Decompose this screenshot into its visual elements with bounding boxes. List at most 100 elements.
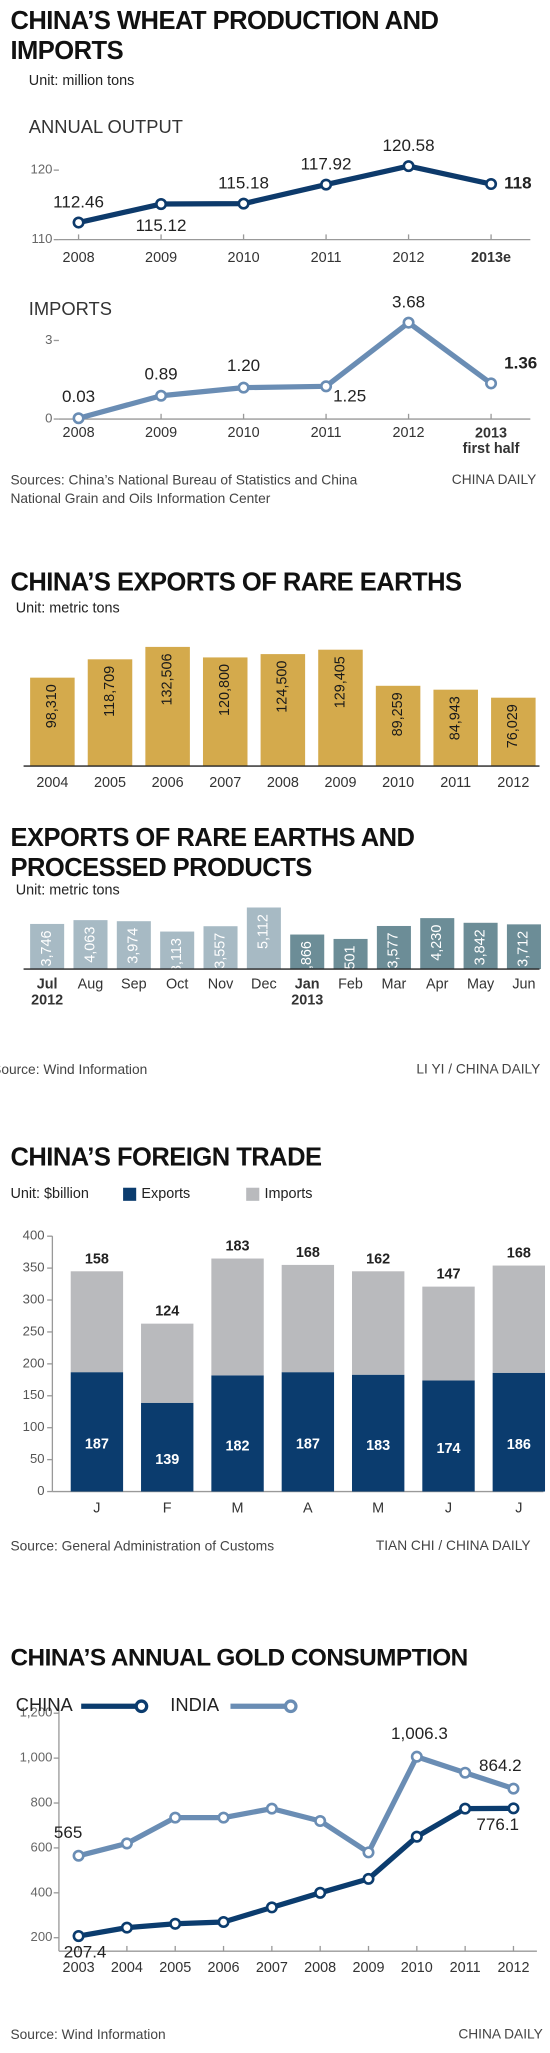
point — [237, 197, 250, 210]
legend-marker — [134, 1699, 149, 1714]
chart-title: CHINA’S WHEAT PRODUCTION AND IMPORTS — [10, 6, 439, 66]
bar — [87, 659, 133, 767]
x-tick-label: 2010 — [401, 1960, 433, 1976]
bar — [246, 907, 281, 970]
legend-marker — [283, 1699, 298, 1714]
data-label: 3,113 — [169, 938, 185, 973]
x-tick-label: Jan 2013 — [291, 977, 323, 1009]
bar-segment — [422, 1286, 475, 1381]
data-label: 115.12 — [136, 216, 187, 235]
bar-segment — [141, 1402, 194, 1492]
data-label: 76,029 — [505, 704, 521, 748]
x-tick-label: 2004 — [111, 1960, 143, 1976]
chart-title: CHINA’S FOREIGN TRADE — [10, 1143, 322, 1173]
x-tick-label: 2003 — [63, 1960, 95, 1976]
data-label: 84,943 — [448, 696, 464, 740]
data-label: 3,746 — [39, 930, 55, 966]
y-tick-label: 0 — [45, 410, 52, 425]
x-tick-label: 2012 — [497, 1960, 529, 1976]
data-label: 118 — [504, 174, 531, 193]
unit-label: Unit: $billion — [10, 1186, 88, 1202]
legend-swatch — [123, 1187, 137, 1201]
x-tick-label: M — [372, 1500, 384, 1516]
x-tick-label: 2009 — [145, 250, 177, 266]
point — [410, 1750, 423, 1763]
point — [217, 1915, 230, 1929]
y-tick-label: 3 — [45, 332, 52, 347]
x-tick-label: Oct — [166, 977, 188, 993]
series-line — [77, 320, 493, 421]
bar-segment — [492, 1265, 546, 1373]
bar-segment — [211, 1258, 264, 1376]
point — [120, 1837, 133, 1850]
point — [402, 160, 415, 173]
data-label: 1,006.3 — [391, 1724, 448, 1743]
x-tick-label: 2011 — [450, 1960, 481, 1976]
data-label: 139 — [155, 1452, 179, 1468]
unit-label: Unit: metric tons — [16, 601, 120, 617]
x-tick-label: 2007 — [256, 1960, 288, 1976]
point — [72, 216, 85, 229]
x-tick-label: 2009 — [352, 1960, 384, 1976]
point — [507, 1782, 520, 1795]
data-label: 162 — [366, 1251, 390, 1267]
data-label: 3,557 — [212, 933, 228, 969]
bar — [420, 918, 455, 970]
x-tick-label: 2006 — [208, 1960, 240, 1976]
point — [314, 1886, 327, 1899]
point — [485, 178, 498, 191]
data-label: 187 — [85, 1437, 109, 1453]
y-tick-label: 600 — [31, 1839, 53, 1854]
data-label: 2,501 — [342, 945, 358, 981]
point — [155, 198, 168, 211]
bar-segment — [492, 1372, 546, 1492]
point — [507, 1802, 520, 1815]
source: Source: Wind Information — [10, 2027, 166, 2043]
point — [155, 389, 168, 402]
point — [320, 380, 333, 393]
y-tick-label: 300 — [23, 1291, 45, 1306]
data-label: 132,506 — [159, 653, 175, 705]
bar — [463, 922, 498, 970]
data-label: 117.92 — [301, 154, 352, 173]
x-tick-label: F — [163, 1500, 172, 1516]
bar — [203, 926, 238, 970]
data-label: 0.03 — [62, 387, 95, 406]
data-label: 182 — [226, 1438, 250, 1454]
point — [169, 1917, 182, 1930]
credit: LI YI / CHINA DAILY — [416, 1062, 540, 1077]
chart-title: CHINA’S EXPORTS OF RARE EARTHS — [10, 568, 462, 598]
x-tick-label: J — [445, 1500, 452, 1516]
y-tick-label: 110 — [32, 231, 53, 246]
data-label: 174 — [437, 1441, 461, 1457]
data-label: 112.46 — [53, 192, 104, 211]
x-tick-label: Mar — [382, 977, 407, 993]
x-tick-label: 2011 — [311, 425, 342, 441]
bar — [333, 938, 368, 970]
data-label: 183 — [226, 1239, 250, 1255]
bar-segment — [141, 1323, 194, 1403]
y-tick-label: 1,000 — [20, 1750, 53, 1765]
y-tick-label: 350 — [23, 1260, 45, 1275]
data-label: 187 — [296, 1437, 320, 1453]
x-tick-label: 2008 — [63, 425, 95, 441]
y-tick-label: 200 — [23, 1355, 45, 1370]
x-tick-label: 2007 — [209, 775, 241, 791]
unit-label: Unit: million tons — [29, 73, 135, 89]
bar-segment — [351, 1271, 405, 1375]
data-label: 1.20 — [227, 356, 260, 375]
x-tick-label: J — [515, 1500, 522, 1516]
x-tick-label: 2005 — [159, 1960, 191, 1976]
y-tick-label: 120 — [31, 162, 53, 177]
data-label: 207.4 — [64, 1943, 107, 1962]
bar-segment — [281, 1372, 335, 1492]
credit: CHINA DAILY — [458, 2027, 542, 2042]
data-label: 5,112 — [256, 914, 272, 949]
data-label: 98,310 — [44, 684, 60, 728]
bar-segment — [281, 1264, 335, 1373]
credit: CHINA DAILY — [452, 472, 536, 487]
x-tick-label: Sep — [121, 977, 147, 993]
x-tick-label: J — [93, 1500, 100, 1516]
legend-label: Exports — [141, 1186, 190, 1202]
data-label: 115.18 — [218, 173, 269, 192]
